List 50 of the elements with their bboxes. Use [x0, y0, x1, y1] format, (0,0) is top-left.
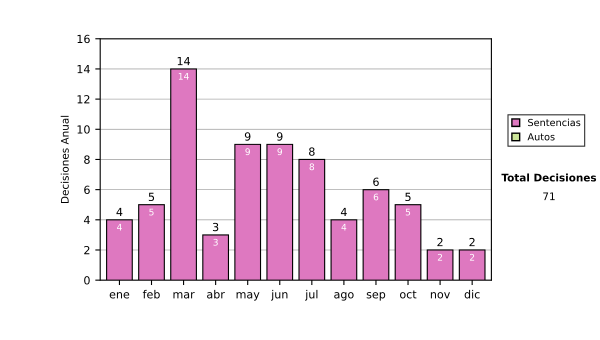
y-tick-label: 8: [84, 155, 90, 164]
x-tick-label: abr: [207, 290, 225, 298]
y-tick-label: 4: [84, 216, 90, 224]
legend-label: Autos: [528, 133, 555, 140]
y-tick-label: 14: [78, 65, 90, 74]
y-tick-label: 0: [84, 276, 90, 285]
x-tick-label: oct: [400, 290, 416, 298]
total-label: 14: [178, 57, 190, 66]
x-tick-label: feb: [142, 290, 160, 298]
x-tick-label: mar: [173, 292, 195, 298]
x-tick-label: nov: [430, 292, 450, 298]
x-tick-label: jul: [305, 290, 318, 301]
total-label: 2: [437, 238, 443, 246]
data-label: 3: [213, 238, 218, 246]
text: 71: [543, 192, 555, 200]
x-tick-label: sep: [366, 292, 386, 301]
total-label: 4: [116, 208, 122, 216]
total-label: 9: [244, 132, 250, 141]
total-label: 5: [405, 192, 411, 202]
data-label: 5: [149, 208, 154, 216]
y-axis-title: Decisiones Anual: [60, 116, 69, 203]
total-label: 6: [373, 178, 379, 186]
total-label: 3: [212, 222, 218, 232]
y-tick-label: 16: [78, 34, 90, 44]
data-label: 9: [277, 148, 282, 156]
x-tick-label: ene: [110, 292, 130, 298]
data-label: 14: [178, 72, 189, 80]
x-tick-label: jun: [270, 290, 288, 301]
data-label: 5: [406, 208, 410, 216]
x-tick-label: may: [236, 292, 260, 301]
total-label: 2: [469, 238, 475, 246]
data-label: 2: [470, 254, 474, 261]
legend-label: Sentencias: [528, 118, 580, 126]
y-tick-label: 10: [78, 125, 90, 134]
x-tick-label: ago: [334, 292, 354, 301]
x-tick-label: dic: [464, 290, 480, 298]
data-label: 2: [438, 254, 442, 261]
total-label: 9: [276, 132, 283, 141]
y-tick-label: 2: [84, 246, 90, 254]
data-label: 9: [245, 148, 250, 156]
total-label: 5: [148, 192, 154, 202]
total-label: 8: [309, 147, 315, 156]
total-label: 4: [340, 208, 347, 216]
data-label: 8: [310, 163, 314, 170]
data-label: 4: [117, 224, 122, 230]
text: Total Decisiones: [501, 173, 596, 182]
data-label: 4: [341, 224, 346, 230]
y-tick-label: 6: [84, 186, 90, 194]
data-label: 6: [374, 194, 378, 200]
y-tick-label: 12: [78, 95, 90, 104]
